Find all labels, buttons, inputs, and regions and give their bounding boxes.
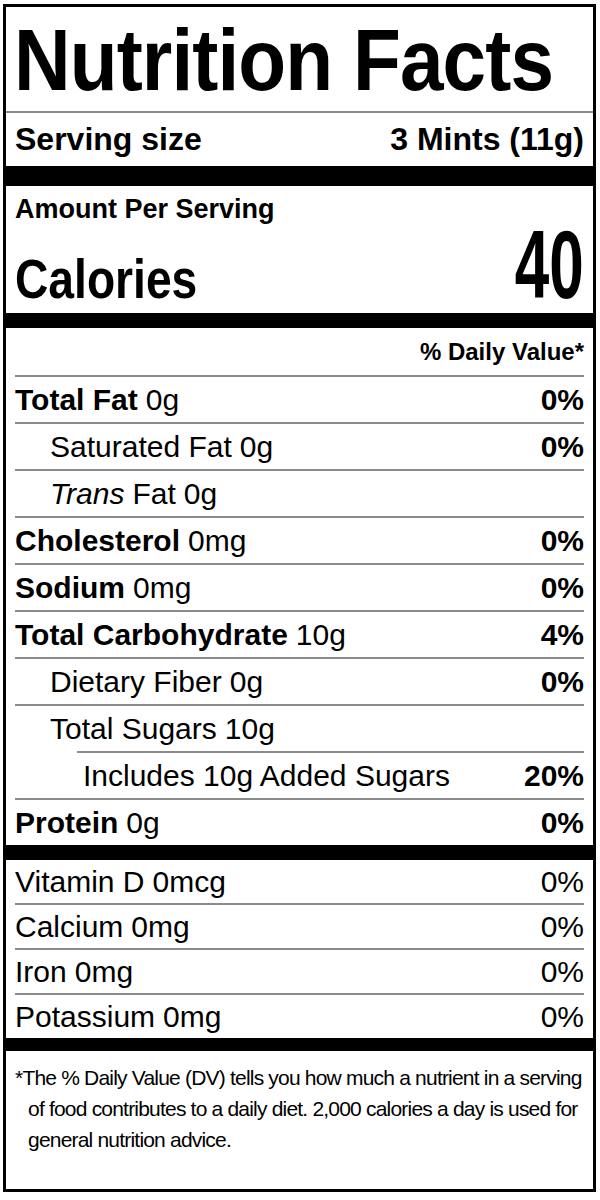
nutrient-amount: 0g (240, 430, 273, 463)
serving-size-row: Serving size 3 Mints (11g) (15, 113, 584, 166)
nutrient-amount: 0g (146, 383, 179, 416)
thick-rule-protein (6, 845, 593, 860)
daily-value-footnote: *The % Daily Value (DV) tells you how mu… (15, 1051, 584, 1155)
nutrient-name: Cholesterol (15, 524, 180, 557)
nutrient-name: Iron (15, 955, 67, 988)
row-dietary-fiber: Dietary Fiber0g 0% (15, 657, 584, 704)
calories-section: Amount Per Serving Calories 40 (6, 186, 593, 313)
nutrient-dv: 0% (541, 806, 584, 840)
nutrient-dv: 0% (541, 665, 584, 699)
nutrient-name: Calcium (15, 910, 123, 943)
nutrient-name-italic: Trans (50, 477, 124, 510)
nutrient-dv: 0% (541, 571, 584, 605)
nutrient-name: Total Sugars (50, 712, 217, 745)
nutrient-amount: 0g (126, 806, 159, 839)
nutrient-amount: 10g (225, 712, 275, 745)
nutrient-name: Sodium (15, 571, 125, 604)
nutrient-amount: 0mcg (153, 865, 226, 898)
nutrient-amount: 0g (230, 665, 263, 698)
title-block: Nutrition Facts (6, 7, 593, 113)
row-trans-fat: TransFat 0g (15, 469, 584, 516)
row-saturated-fat: Saturated Fat0g 0% (15, 422, 584, 469)
nutrient-name: Protein (15, 806, 118, 839)
nutrient-amount: 0mg (75, 955, 133, 988)
nutrient-name: Total Fat (15, 383, 138, 416)
calories-value: 40 (515, 225, 584, 305)
row-vitamin-d: Vitamin D0mcg 0% (15, 860, 584, 903)
row-total-sugars: Total Sugars10g (15, 704, 584, 751)
row-total-carbohydrate: Total Carbohydrate10g 4% (15, 610, 584, 657)
nutrient-dv: 0% (541, 865, 584, 899)
row-added-sugars: Includes 10g Added Sugars 20% (77, 751, 584, 798)
nutrient-dv: 0% (541, 383, 584, 417)
row-calcium: Calcium0mg 0% (15, 903, 584, 948)
serving-size-label: Serving size (15, 121, 202, 158)
thick-rule-top (6, 166, 593, 186)
nutrient-amount: 10g (296, 618, 346, 651)
nutrient-dv: 4% (541, 618, 584, 652)
nutrient-amount: 0g (184, 477, 217, 510)
calories-label: Calories (15, 239, 197, 319)
nutrient-name: Fat (132, 477, 175, 510)
nutrient-name: Potassium (15, 1000, 155, 1033)
nutrient-name: Dietary Fiber (50, 665, 222, 698)
row-sodium: Sodium0mg 0% (15, 563, 584, 610)
nutrient-dv: 0% (541, 955, 584, 989)
daily-value-header: % Daily Value* (15, 328, 584, 375)
nutrient-amount: 0mg (133, 571, 191, 604)
nutrient-amount: 0mg (163, 1000, 221, 1033)
nutrient-name: Includes 10g Added Sugars (83, 759, 450, 792)
thick-rule-bottom (6, 1038, 593, 1051)
nutrient-amount: 0mg (131, 910, 189, 943)
calories-row: Calories 40 (15, 225, 584, 307)
row-iron: Iron0mg 0% (15, 948, 584, 993)
row-potassium: Potassium0mg 0% (15, 993, 584, 1038)
nutrient-dv: 0% (541, 1000, 584, 1034)
footnote-text: The % Daily Value (DV) tells you how muc… (22, 1066, 581, 1151)
label-title: Nutrition Facts (6, 7, 534, 111)
nutrient-dv: 20% (524, 759, 584, 793)
row-total-fat: Total Fat0g 0% (15, 375, 584, 422)
nutrient-name: Saturated Fat (50, 430, 232, 463)
nutrient-dv: 0% (541, 910, 584, 944)
row-cholesterol: Cholesterol0mg 0% (15, 516, 584, 563)
nutrient-name: Vitamin D (15, 865, 145, 898)
nutrient-amount: 0mg (188, 524, 246, 557)
nutrient-name: Total Carbohydrate (15, 618, 288, 651)
nutrient-dv: 0% (541, 430, 584, 464)
serving-size-value: 3 Mints (11g) (390, 121, 584, 158)
amount-per-serving-label: Amount Per Serving (15, 193, 584, 225)
row-protein: Protein0g 0% (15, 798, 584, 845)
nutrition-facts-label: Nutrition Facts Serving size 3 Mints (11… (3, 4, 596, 1192)
nutrient-dv: 0% (541, 524, 584, 558)
